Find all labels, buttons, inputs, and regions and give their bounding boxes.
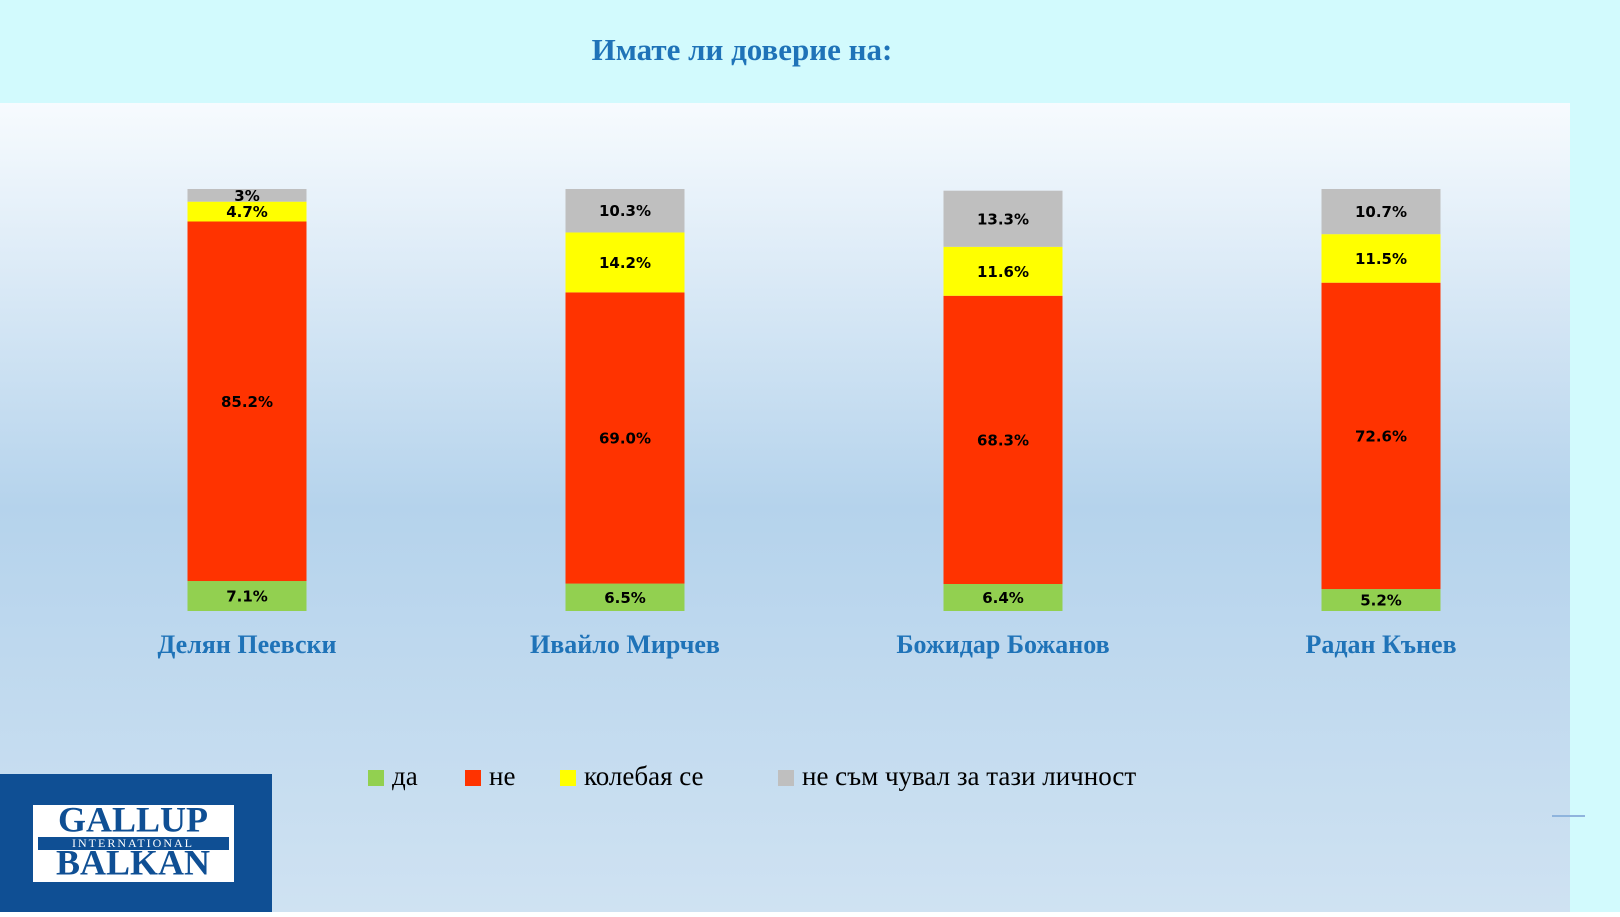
bar-segment xyxy=(187,189,307,202)
data-label: 13.3% xyxy=(977,210,1029,228)
data-label: 5.2% xyxy=(1360,592,1402,610)
logo-band xyxy=(38,837,229,850)
x-tick-label: Делян Пеевски xyxy=(157,630,336,659)
data-label: 7.1% xyxy=(226,588,268,606)
bar-segment xyxy=(565,189,685,233)
bar-segment xyxy=(187,581,307,611)
logo-text: GALLUP xyxy=(58,799,208,839)
data-label: 72.6% xyxy=(1355,427,1407,445)
bar-segment xyxy=(1321,589,1441,611)
x-tick-label: Радан Кънев xyxy=(1305,630,1456,659)
bar-segment xyxy=(565,583,685,611)
bar-segment xyxy=(943,246,1063,296)
data-label: 14.2% xyxy=(599,254,651,272)
bar-segment xyxy=(1321,282,1441,590)
data-label: 11.6% xyxy=(977,263,1029,281)
data-label: 6.5% xyxy=(604,589,646,607)
data-label: 6.4% xyxy=(982,589,1024,607)
data-label: 10.7% xyxy=(1355,203,1407,221)
bar-segment xyxy=(943,295,1063,584)
logo-text: BALKAN xyxy=(56,842,210,882)
bar-segment xyxy=(187,201,307,222)
legend-swatch xyxy=(465,770,481,786)
bar-segment xyxy=(565,292,685,584)
legend-swatch xyxy=(560,770,576,786)
data-label: 10.3% xyxy=(599,202,651,220)
legend-label: не съм чувал за тази личност xyxy=(802,761,1136,791)
bar-segment xyxy=(943,583,1063,611)
bar-segment xyxy=(187,221,307,582)
data-label: 68.3% xyxy=(977,431,1029,449)
logo-text: INTERNATIONAL xyxy=(72,836,194,850)
data-label: 3% xyxy=(234,187,259,205)
data-label: 85.2% xyxy=(221,393,273,411)
chart-title: Имате ли доверие на: xyxy=(592,32,893,67)
bar-segment xyxy=(943,190,1063,247)
bar-segment xyxy=(565,232,685,293)
bar-segment xyxy=(1321,234,1441,283)
legend-swatch xyxy=(778,770,794,786)
data-label: 4.7% xyxy=(226,203,268,221)
legend-label: колебая се xyxy=(584,761,704,791)
data-label: 11.5% xyxy=(1355,250,1407,268)
x-tick-label: Божидар Божанов xyxy=(896,630,1109,659)
bar-segment xyxy=(1321,189,1441,235)
legend-swatch xyxy=(368,770,384,786)
legend-label: не xyxy=(489,761,515,791)
x-tick-label: Ивайло Мирчев xyxy=(530,630,720,659)
data-label: 69.0% xyxy=(599,429,651,447)
legend-label: да xyxy=(392,761,418,791)
